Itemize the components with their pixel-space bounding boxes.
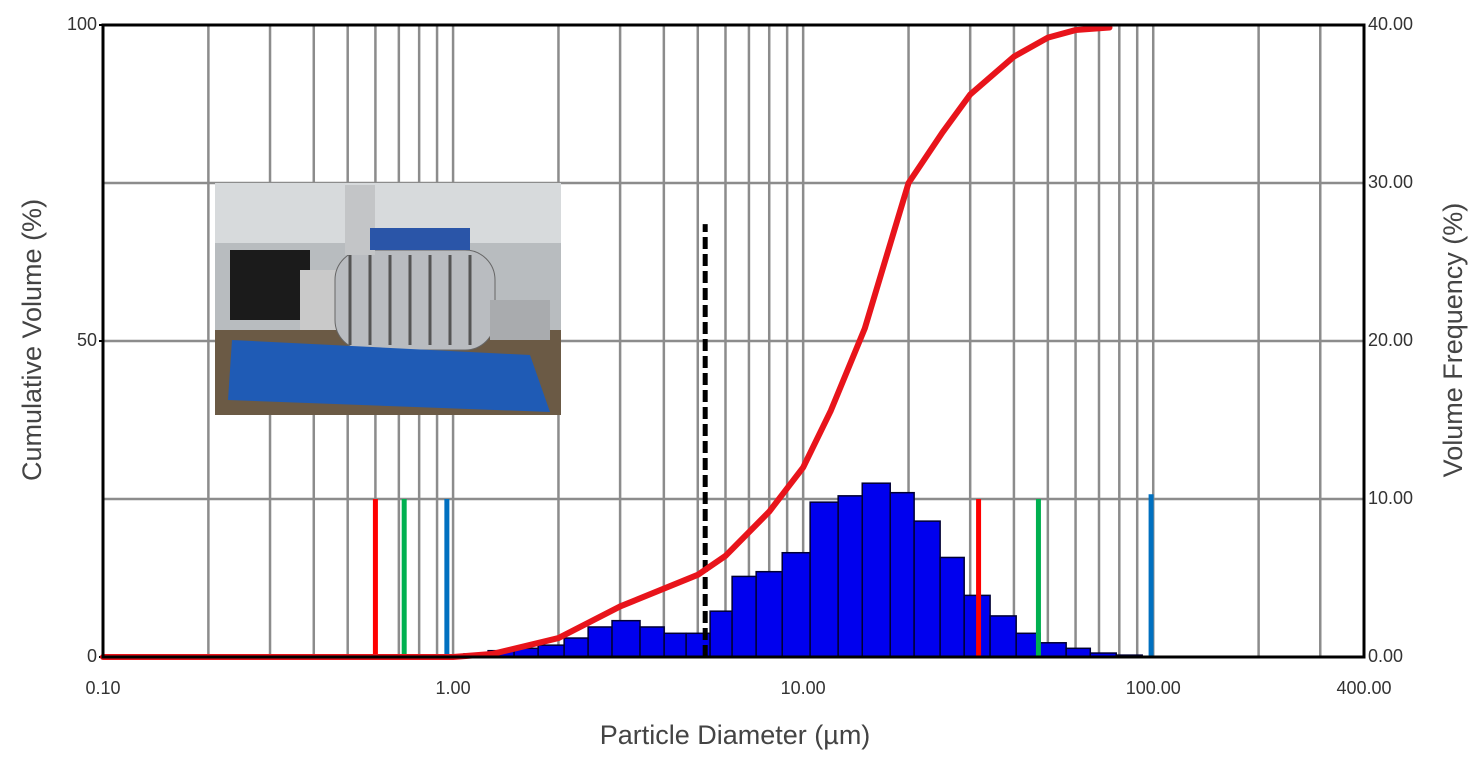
histogram-bar	[782, 553, 810, 657]
y2-tick-label: 40.00	[1368, 14, 1413, 34]
histogram-bar	[838, 496, 862, 657]
histogram-bar	[890, 493, 914, 657]
photo-coupling	[300, 270, 340, 330]
y2-tick-label: 30.00	[1368, 172, 1413, 192]
histogram-bar	[588, 627, 612, 657]
y-tick-label: 0	[87, 646, 97, 666]
y-tick-label: 100	[67, 14, 97, 34]
y2-tick-label: 10.00	[1368, 488, 1413, 508]
histogram-bar	[914, 521, 940, 657]
x-tick-label: 400.00	[1336, 678, 1391, 698]
x-tick-label: 0.10	[85, 678, 120, 698]
histogram-bar	[640, 627, 664, 657]
photo-outlet	[490, 300, 550, 340]
histogram-bar	[1040, 643, 1066, 657]
y-axis-title: Cumulative Volume (%)	[17, 199, 47, 481]
photo-motor	[230, 250, 310, 320]
x-axis-title: Particle Diameter (µm)	[600, 720, 871, 750]
histogram-bar	[810, 502, 838, 657]
chart: Particle Diameter (µm) Cumulative Volume…	[0, 0, 1480, 757]
histogram-bar	[612, 621, 640, 657]
histogram-bar	[538, 645, 564, 657]
histogram-bar	[990, 616, 1016, 657]
y-tick-label: 50	[77, 330, 97, 350]
x-tick-label: 100.00	[1126, 678, 1181, 698]
y2-tick-label: 0.00	[1368, 646, 1403, 666]
histogram-bar	[940, 557, 964, 657]
y2-axis-title: Volume Frequency (%)	[1438, 203, 1468, 478]
inset-photo	[215, 183, 561, 415]
histogram-bar	[710, 611, 732, 657]
histogram-bar	[564, 638, 588, 657]
histogram-bar	[664, 633, 686, 657]
x-tick-label: 10.00	[781, 678, 826, 698]
y2-tick-label: 20.00	[1368, 330, 1413, 350]
histogram-bar	[756, 572, 782, 657]
histogram-bar	[862, 483, 890, 657]
x-tick-label: 1.00	[436, 678, 471, 698]
photo-manifold	[370, 228, 470, 250]
histogram-bar	[732, 576, 756, 657]
